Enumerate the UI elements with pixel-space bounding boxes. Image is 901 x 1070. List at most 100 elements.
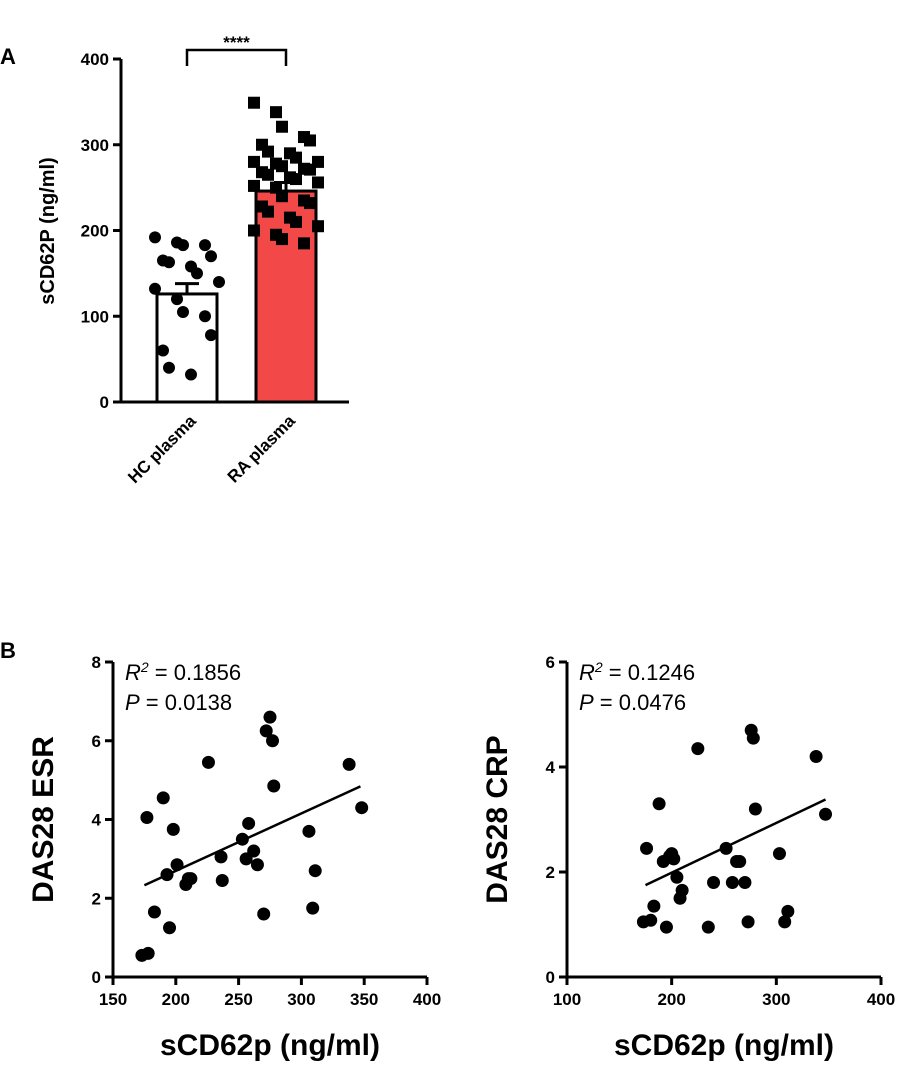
- data-point: [647, 899, 661, 913]
- data-point: [738, 876, 752, 889]
- data-point-ra: [262, 145, 274, 158]
- data-point: [741, 915, 755, 929]
- x-tick-label: 100: [553, 990, 581, 1009]
- y-tick-label: 0: [92, 968, 101, 987]
- data-point: [267, 779, 281, 793]
- data-point: [266, 734, 280, 748]
- data-point-ra: [312, 220, 324, 233]
- panel-label-b: B: [0, 638, 16, 663]
- data-point-hc: [213, 275, 225, 288]
- data-point: [214, 850, 228, 864]
- data-point: [640, 841, 654, 855]
- y-tick-label: 0: [100, 393, 109, 412]
- y-tick-label: 2: [546, 863, 555, 882]
- x-tick-label: 350: [350, 990, 378, 1009]
- data-point: [652, 797, 666, 811]
- data-point: [675, 883, 689, 897]
- data-point: [748, 802, 762, 816]
- data-point-hc: [171, 293, 183, 306]
- trend-line: [644, 798, 827, 887]
- category-label: RA plasma: [224, 411, 300, 487]
- y-tick-label: 4: [92, 811, 102, 830]
- data-point-hc: [177, 239, 189, 252]
- x-tick-label: 300: [287, 990, 315, 1009]
- data-point: [302, 824, 316, 838]
- data-point-hc: [149, 231, 161, 244]
- x-tick-label: 300: [762, 990, 790, 1009]
- data-point: [166, 822, 180, 836]
- data-point: [746, 731, 760, 745]
- data-point-ra: [290, 215, 302, 228]
- data-point-ra: [276, 120, 288, 133]
- data-point-ra: [262, 168, 274, 181]
- data-point-ra: [248, 179, 260, 192]
- x-axis-label: sCD62p (ng/ml): [614, 1029, 834, 1062]
- data-point: [809, 750, 823, 763]
- data-point-hc: [205, 250, 217, 263]
- y-tick-label: 4: [546, 758, 556, 777]
- r2-symbol: R: [125, 660, 141, 685]
- data-point-ra: [304, 163, 316, 176]
- data-point-ra: [276, 190, 288, 203]
- x-tick-label: 200: [162, 990, 190, 1009]
- data-point-ra: [270, 106, 282, 119]
- data-point-hc: [149, 282, 161, 295]
- data-point: [355, 801, 369, 815]
- data-point: [819, 807, 833, 821]
- data-point-hc: [191, 267, 203, 280]
- p-annotation: P = 0.0476: [579, 690, 686, 715]
- data-point: [140, 811, 154, 825]
- data-point: [259, 724, 273, 738]
- data-point: [701, 920, 715, 934]
- p-symbol: P: [579, 690, 594, 715]
- data-point-hc: [163, 256, 175, 269]
- r2-annotation: R2 = 0.1856: [125, 659, 241, 685]
- y-tick-label: 6: [546, 653, 555, 672]
- data-point: [156, 791, 170, 805]
- data-point-ra: [312, 176, 324, 189]
- data-point: [778, 915, 792, 929]
- data-point: [141, 946, 155, 960]
- x-tick-label: 400: [413, 990, 441, 1009]
- data-point: [725, 876, 739, 889]
- data-point-ra: [304, 197, 316, 210]
- y-tick-label: 6: [92, 732, 101, 751]
- data-point: [247, 844, 261, 858]
- significance-bracket: [185, 48, 288, 66]
- data-point: [201, 755, 215, 769]
- panel-label-a: A: [0, 44, 16, 69]
- data-point: [308, 864, 322, 878]
- data-point: [342, 757, 356, 771]
- y-tick-label: 0: [546, 968, 555, 987]
- data-point-hc: [185, 368, 197, 381]
- y-tick-label: 200: [81, 222, 109, 241]
- r2-superscript: 2: [594, 659, 603, 675]
- y-tick-label: 400: [81, 50, 109, 69]
- data-point-ra: [276, 160, 288, 173]
- data-point: [147, 905, 161, 919]
- data-point: [257, 907, 271, 921]
- x-tick-label: 200: [657, 990, 685, 1009]
- r2-annotation: R2 = 0.1246: [579, 659, 695, 685]
- data-point: [670, 870, 684, 884]
- y-tick-label: 300: [81, 136, 109, 155]
- bar-chart-sCD62P: 0 100 200 300 400 HC plasma RA plasma sCD62P (n…: [37, 33, 349, 487]
- r2-value: = 0.1856: [149, 660, 241, 685]
- data-point-ra: [248, 224, 260, 237]
- data-point: [163, 921, 177, 935]
- x-tick-label: 250: [224, 990, 252, 1009]
- data-point-hc: [199, 239, 211, 252]
- data-point-ra: [276, 233, 288, 246]
- trend-line: [143, 785, 361, 887]
- data-point-ra: [304, 134, 316, 147]
- bar-1: [254, 189, 318, 404]
- data-point: [781, 904, 795, 918]
- data-point: [184, 872, 198, 886]
- data-point: [242, 816, 256, 830]
- data-point: [306, 901, 320, 915]
- x-tick-label: 150: [99, 990, 127, 1009]
- data-point-hc: [157, 344, 169, 357]
- data-point: [659, 920, 673, 934]
